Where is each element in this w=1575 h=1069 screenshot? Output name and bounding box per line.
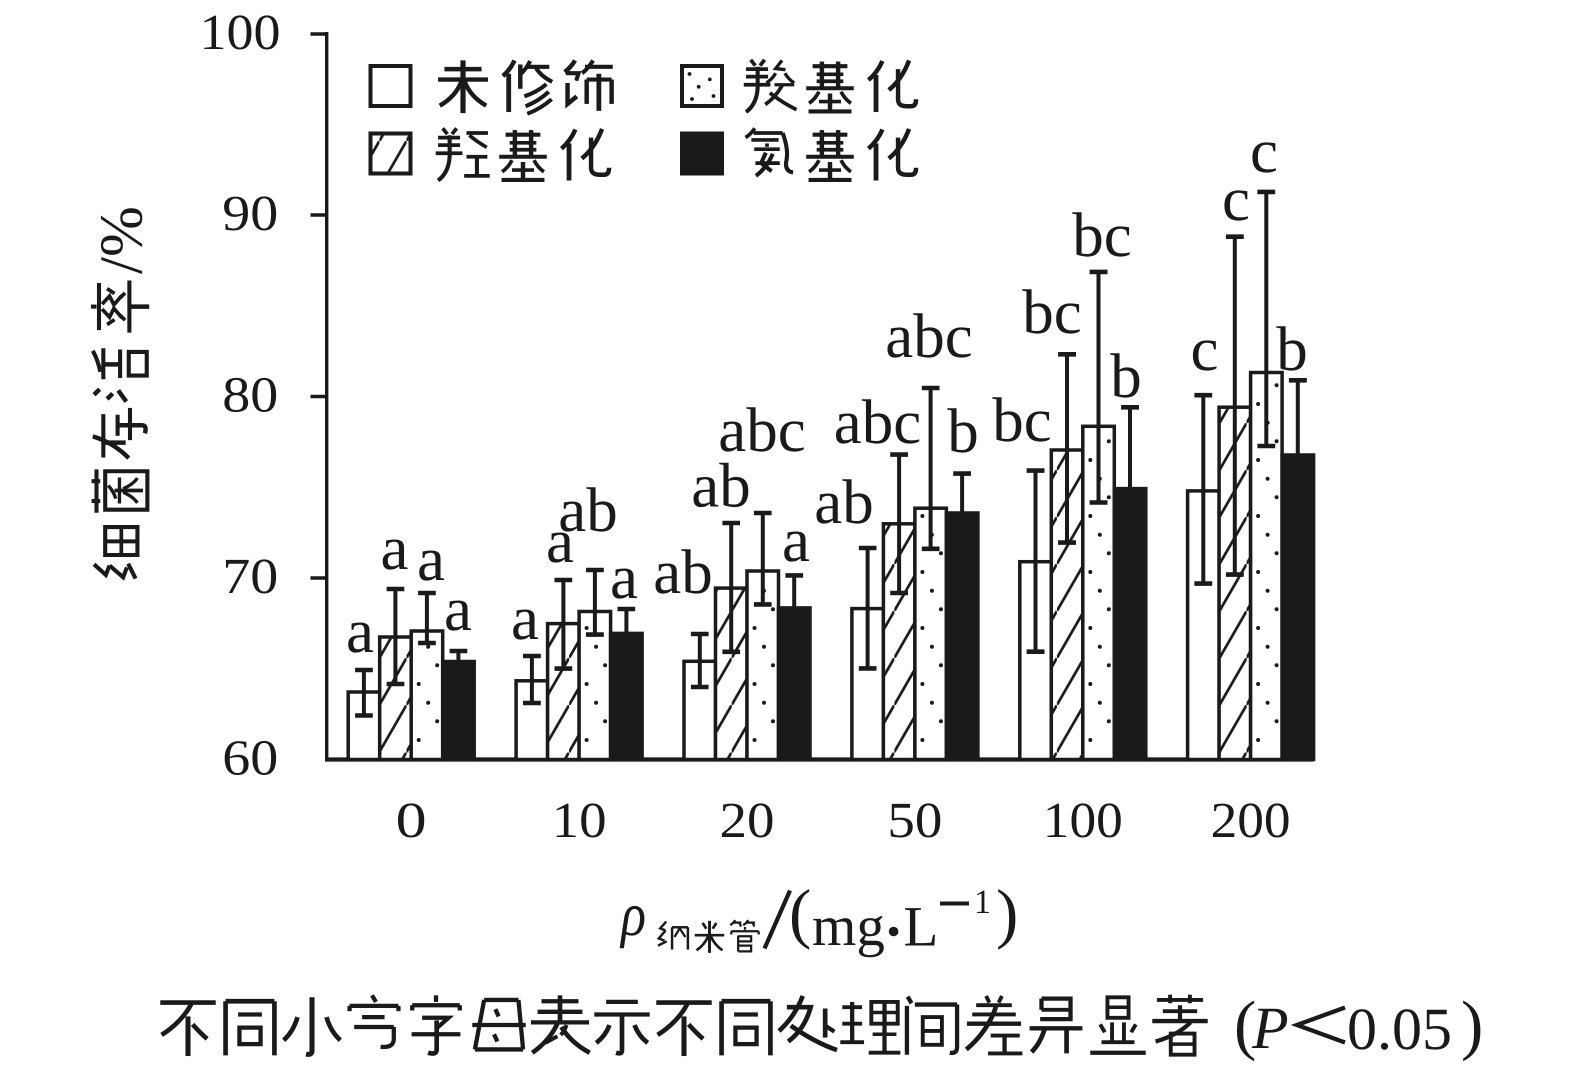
svg-text:80: 80	[222, 367, 278, 423]
svg-text:50: 50	[887, 792, 942, 848]
svg-text:b: b	[947, 396, 979, 466]
svg-text:a: a	[346, 596, 374, 666]
svg-text:): )	[996, 877, 1018, 951]
svg-text:c: c	[1191, 314, 1219, 384]
svg-text:ab: ab	[653, 537, 712, 607]
svg-text:c: c	[1222, 164, 1250, 234]
svg-text:1: 1	[974, 884, 991, 921]
svg-text:0.05: 0.05	[1347, 996, 1452, 1062]
svg-text:90: 90	[222, 185, 278, 241]
svg-text:60: 60	[222, 730, 278, 786]
svg-text:20: 20	[720, 792, 775, 848]
svg-text:a: a	[417, 524, 445, 594]
svg-text:ab: ab	[814, 467, 873, 537]
svg-text:b: b	[1110, 341, 1142, 411]
svg-text:a: a	[381, 513, 409, 583]
svg-text:ρ: ρ	[619, 881, 646, 949]
svg-text:bc: bc	[992, 385, 1051, 455]
svg-text:a: a	[444, 574, 472, 644]
svg-text:b: b	[1276, 314, 1308, 384]
svg-text:70: 70	[222, 548, 278, 604]
svg-text:abc: abc	[834, 387, 921, 457]
svg-text:a: a	[546, 506, 574, 576]
svg-text:/%: /%	[89, 206, 156, 274]
svg-text:a: a	[511, 583, 539, 653]
svg-text:100: 100	[1043, 792, 1123, 848]
svg-text:P: P	[1251, 995, 1289, 1061]
svg-text:bc: bc	[1072, 200, 1131, 270]
svg-text:c: c	[1250, 116, 1278, 186]
svg-text:(: (	[1234, 988, 1256, 1062]
svg-text:a: a	[610, 542, 638, 612]
svg-text:(: (	[789, 877, 811, 951]
svg-text:a: a	[782, 505, 810, 575]
svg-text:abc: abc	[885, 301, 972, 371]
svg-text:0: 0	[396, 792, 427, 848]
svg-text:100: 100	[200, 4, 281, 60]
svg-text:bc: bc	[1022, 277, 1081, 347]
svg-text:abc: abc	[718, 395, 805, 465]
svg-text:ab: ab	[691, 451, 750, 521]
svg-text:mg: mg	[812, 895, 885, 958]
svg-text:L: L	[904, 896, 939, 959]
svg-text:ab: ab	[558, 475, 617, 545]
svg-text:): )	[1461, 988, 1483, 1062]
svg-text:200: 200	[1211, 792, 1291, 848]
svg-text:10: 10	[552, 792, 607, 848]
